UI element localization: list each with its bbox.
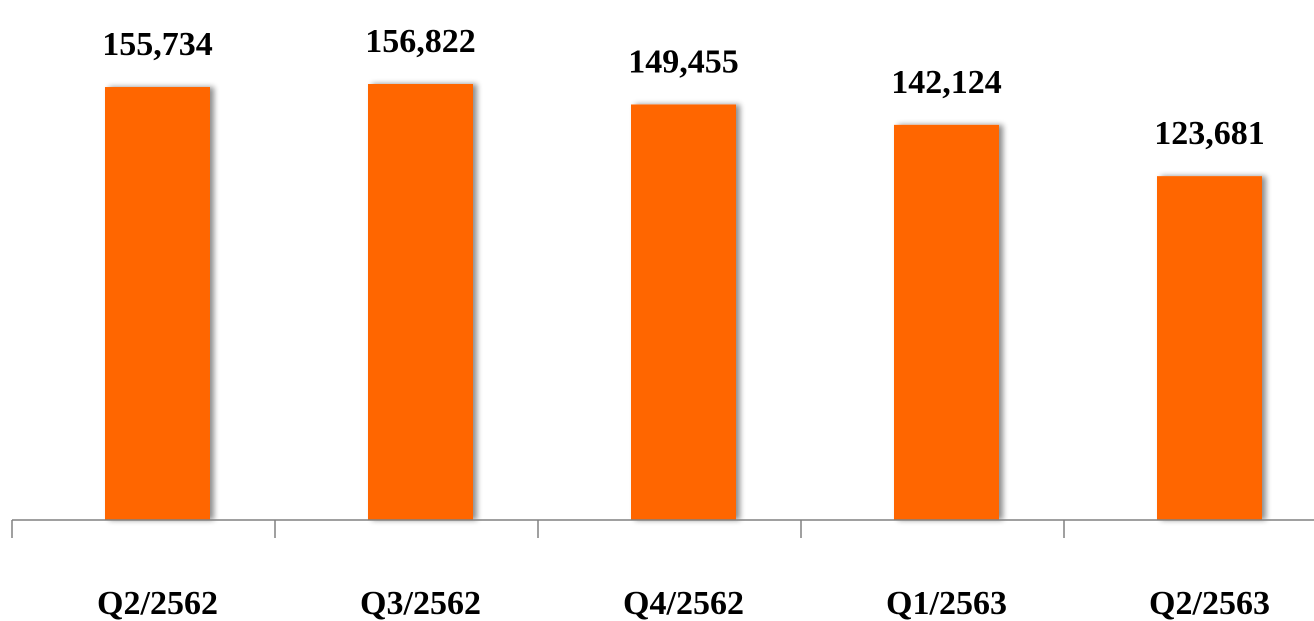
data-label: 123,681	[1154, 115, 1265, 152]
bar-q2-2562	[105, 87, 210, 521]
labels-layer: 155,734 Q2/2562 156,822 Q3/2562 149,455 Q4/25…	[97, 23, 1270, 621]
x-tick-label: Q1/2563	[886, 585, 1007, 621]
bar-q2-2563	[1157, 176, 1262, 520]
x-tick-label: Q3/2562	[360, 585, 481, 621]
bar-q4-2562	[631, 104, 736, 520]
bar-q3-2562	[368, 84, 473, 520]
x-tick-label: Q2/2563	[1149, 585, 1270, 621]
bar-q1-2563	[894, 124, 999, 520]
data-label: 142,124	[891, 64, 1002, 101]
x-tick-label: Q2/2562	[97, 585, 218, 621]
x-tick-label: Q4/2562	[623, 585, 744, 621]
data-label: 155,734	[102, 26, 213, 63]
data-label: 156,822	[365, 23, 476, 60]
bars-layer	[105, 84, 1262, 521]
x-axis	[11, 519, 1314, 538]
data-label: 149,455	[628, 43, 739, 80]
